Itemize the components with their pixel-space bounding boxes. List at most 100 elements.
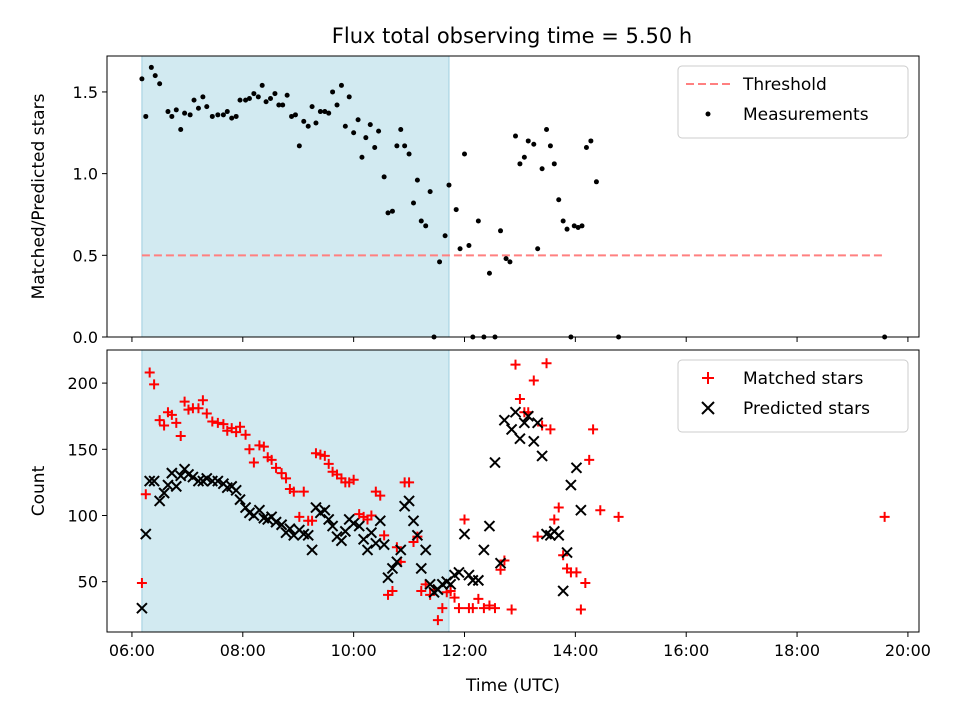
data-point bbox=[330, 89, 336, 95]
data-point bbox=[444, 578, 457, 591]
data-point bbox=[475, 218, 481, 224]
data-point bbox=[212, 475, 224, 487]
data-point bbox=[514, 432, 526, 445]
data-point bbox=[305, 123, 311, 129]
data-point bbox=[467, 603, 478, 614]
data-point bbox=[560, 218, 566, 224]
data-point bbox=[411, 200, 417, 206]
data-point bbox=[237, 97, 243, 103]
data-point bbox=[547, 143, 553, 149]
data-point bbox=[169, 113, 175, 119]
data-point bbox=[544, 127, 550, 133]
data-point bbox=[342, 123, 348, 129]
chart-title: Flux total observing time = 5.50 h bbox=[332, 24, 692, 48]
data-point bbox=[414, 177, 420, 183]
data-point bbox=[284, 523, 296, 535]
y-tick-label: 200 bbox=[67, 374, 98, 393]
data-point bbox=[322, 109, 328, 115]
data-point bbox=[276, 102, 282, 108]
data-point bbox=[248, 457, 259, 468]
x-tick-label: 20:00 bbox=[885, 641, 931, 660]
data-point bbox=[424, 578, 436, 591]
data-point bbox=[335, 534, 348, 547]
data-point bbox=[306, 544, 318, 556]
data-point bbox=[191, 97, 197, 103]
data-point bbox=[571, 567, 582, 578]
data-point bbox=[449, 592, 460, 603]
data-point bbox=[419, 544, 432, 556]
data-point bbox=[209, 113, 215, 119]
data-point bbox=[201, 408, 212, 419]
data-point bbox=[268, 95, 274, 101]
data-point bbox=[153, 495, 166, 507]
data-point bbox=[551, 161, 557, 167]
data-point bbox=[178, 127, 184, 133]
data-point bbox=[284, 92, 290, 98]
y-axis-label: Matched/Predicted stars bbox=[29, 93, 49, 299]
data-point bbox=[556, 197, 562, 203]
data-point bbox=[230, 484, 242, 497]
data-point bbox=[294, 511, 305, 522]
data-point bbox=[453, 207, 459, 213]
data-point bbox=[389, 208, 395, 214]
data-point bbox=[193, 403, 204, 414]
data-point bbox=[541, 358, 552, 369]
data-point bbox=[540, 528, 553, 540]
legend-label: Matched stars bbox=[743, 369, 863, 389]
data-point bbox=[445, 585, 456, 596]
data-point bbox=[539, 166, 545, 172]
data-point bbox=[276, 468, 287, 479]
data-point bbox=[240, 429, 251, 440]
data-point bbox=[301, 118, 307, 124]
data-point bbox=[446, 182, 452, 188]
y-tick-label: 0.5 bbox=[73, 246, 98, 265]
data-point bbox=[386, 562, 399, 575]
data-point bbox=[453, 566, 465, 579]
data-point bbox=[509, 406, 522, 418]
x-axis-label: Time (UTC) bbox=[465, 676, 560, 696]
data-point bbox=[192, 475, 205, 487]
data-point bbox=[255, 94, 261, 100]
y-axis-label: Count bbox=[29, 465, 49, 516]
data-point bbox=[280, 102, 286, 108]
legend-plus-swatch bbox=[702, 372, 714, 384]
data-point bbox=[307, 515, 318, 526]
data-point bbox=[166, 409, 177, 420]
data-point bbox=[517, 161, 523, 167]
data-point bbox=[495, 564, 506, 575]
data-point bbox=[473, 593, 484, 604]
data-point bbox=[292, 112, 298, 118]
data-point bbox=[359, 154, 365, 160]
data-point bbox=[498, 414, 511, 426]
data-point bbox=[296, 143, 302, 149]
data-point bbox=[387, 585, 398, 596]
legend-box bbox=[677, 359, 909, 433]
data-point bbox=[326, 110, 332, 116]
data-point bbox=[288, 486, 299, 497]
data-point bbox=[381, 174, 387, 180]
data-point bbox=[338, 82, 344, 88]
data-point bbox=[489, 603, 500, 614]
data-point bbox=[182, 110, 188, 116]
data-point bbox=[201, 472, 213, 485]
data-point bbox=[531, 141, 537, 147]
data-point bbox=[521, 154, 527, 160]
data-point bbox=[613, 511, 624, 522]
data-point bbox=[233, 113, 239, 119]
data-point bbox=[498, 228, 504, 234]
data-point bbox=[271, 462, 282, 473]
data-point bbox=[361, 544, 374, 556]
data-point bbox=[528, 375, 539, 386]
data-point bbox=[510, 359, 521, 370]
data-point bbox=[148, 475, 160, 487]
data-point bbox=[171, 417, 182, 428]
data-point bbox=[505, 423, 518, 436]
data-point bbox=[379, 530, 390, 541]
data-point bbox=[478, 603, 489, 614]
data-point bbox=[537, 420, 548, 431]
data-point bbox=[391, 556, 403, 568]
data-point bbox=[522, 410, 534, 422]
data-point bbox=[309, 104, 315, 110]
data-point bbox=[366, 510, 377, 521]
data-point bbox=[152, 73, 158, 79]
